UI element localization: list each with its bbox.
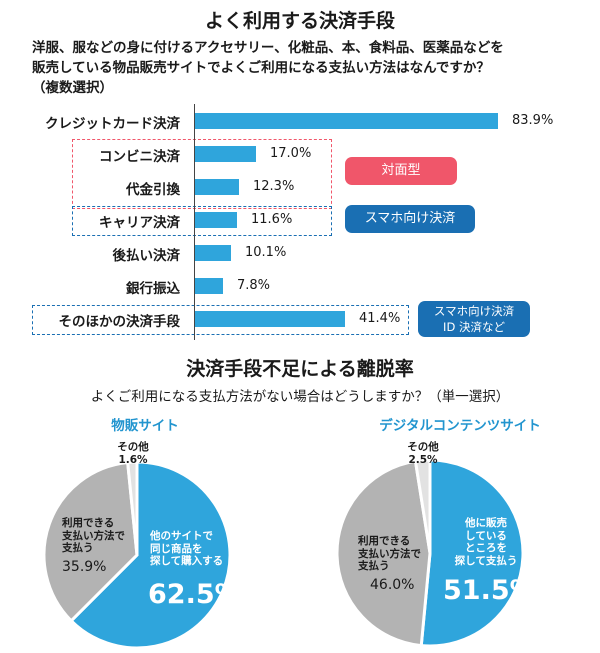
pie1-slice-1 (42, 460, 139, 623)
pie1-other-name: その他 (117, 441, 149, 453)
question-line-2: 販売している物品販売サイトでよくご利用になる支払い方法はなんですか？ (32, 60, 490, 76)
pill-smartphone-id-line-1: スマホ向け決済 (433, 304, 515, 318)
bar (195, 245, 231, 261)
pie1-pay-line-2: 支払い方法で (62, 529, 125, 542)
question-line-1: 洋服、服などの身に付けるアクセサリー、化粧品、本、食料品、医薬品などを (32, 40, 504, 56)
pie2-slice-0 (419, 458, 525, 648)
pill-smartphone: スマホ向け決済 (345, 205, 475, 233)
bar (195, 212, 237, 228)
carrier-group-box (72, 206, 332, 236)
pie2-other-name: その他 (407, 441, 439, 453)
pie2-pay-line-1: 利用できる (358, 535, 411, 547)
pie1-pay-line-1: 利用できる (62, 517, 115, 529)
pie1-pay-line-3: 支払う (62, 542, 94, 554)
bar (195, 146, 256, 162)
pill-smartphone-id: スマホ向け決済 ID 決済など (418, 301, 530, 337)
pie1-main-line-3: 探して購入する (150, 555, 224, 567)
pie1-pay-label: 利用できる 支払い方法で 支払う 35.9% (62, 517, 125, 573)
pie1-slice-2 (126, 460, 139, 556)
bar (195, 179, 239, 195)
pie1-other-label: その他 1.6% (113, 441, 153, 466)
pie2-pay-label: 利用できる 支払い方法で 支払う 46.0% (358, 535, 421, 591)
pill-face: 対面型 (345, 157, 457, 185)
pie1-pay-value: 35.9% (62, 558, 107, 575)
bar-category-label: クレジットカード決済 (45, 116, 180, 132)
bar (195, 278, 223, 294)
section2-title: 決済手段不足による離脱率 (186, 358, 414, 380)
bar-value-label: 41.4% (359, 311, 401, 326)
bar-value-label: 11.6% (251, 212, 293, 227)
pie1-main-value: 62.5% (148, 579, 242, 610)
pie1-title: 物販サイト (111, 418, 179, 434)
pie2-title: デジタルコンテンツサイト (379, 418, 541, 434)
bar-category-label: キャリア決済 (99, 215, 180, 231)
bar-category-label: 代金引換 (126, 182, 180, 198)
bar (195, 113, 498, 129)
bar-category-label: 銀行振込 (126, 281, 180, 297)
pie2-main-line-3: ところを (465, 542, 507, 554)
pie1-main-line-1: 他のサイトで (150, 530, 213, 542)
chart-title: よく利用する決済手段 (204, 10, 395, 32)
pie1-main-line-2: 同じ商品を (150, 542, 203, 555)
face-group-box (72, 139, 332, 209)
pie2-other-value: 2.5% (408, 453, 438, 466)
question-line-3: （複数選択） (32, 80, 113, 96)
pie-charts (42, 458, 525, 650)
pill-smartphone-id-line-2: ID 決済など (443, 320, 505, 334)
bar-value-label: 10.1% (245, 245, 287, 260)
bar-axis (194, 104, 195, 340)
pie2-main-line-2: している (465, 529, 507, 542)
pie1-main-label: 他のサイトで 同じ商品を 探して購入する (150, 530, 223, 568)
question-text: 洋服、服などの身に付けるアクセサリー、化粧品、本、食料品、医薬品などを 販売して… (32, 38, 504, 98)
pie2-slice-2 (413, 458, 432, 554)
bar-category-label: 後払い決済 (112, 248, 181, 264)
bar (195, 311, 345, 327)
pie2-main-line-1: 他に販売 (465, 517, 507, 529)
pie2-main-value: 51.5% (443, 575, 537, 606)
pie2-other-label: その他 2.5% (403, 441, 443, 466)
bar-value-label: 83.9% (512, 113, 554, 128)
pie2-main-label: 他に販売 している ところを 探して支払う (450, 517, 522, 567)
bar-value-label: 17.0% (270, 146, 312, 161)
bar-value-label: 7.8% (237, 278, 271, 293)
pie2-pay-line-3: 支払う (358, 560, 390, 572)
bar-category-label: そのほかの決済手段 (58, 314, 181, 330)
pie2-main-line-4: 探して支払う (454, 554, 518, 567)
pie2-pay-value: 46.0% (370, 576, 415, 593)
pie1-other-value: 1.6% (118, 453, 148, 466)
other-group-box (32, 305, 409, 335)
pie2-slice-1 (335, 459, 432, 648)
bar-category-label: コンビニ決済 (99, 149, 180, 165)
bar-value-label: 12.3% (253, 179, 295, 194)
pie1-slice-0 (69, 460, 232, 650)
pie2-pay-line-2: 支払い方法で (358, 547, 421, 560)
section2-question: よくご利用になる支払方法がない場合はどうしますか？（単一選択） (90, 389, 510, 405)
